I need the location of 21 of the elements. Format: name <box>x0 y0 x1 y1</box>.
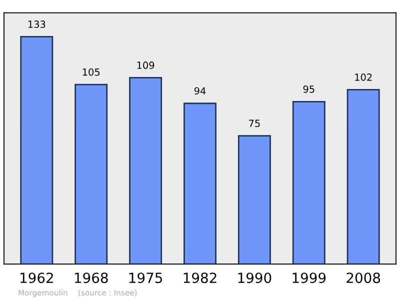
bar <box>129 77 162 264</box>
bar <box>184 102 216 264</box>
x-tick-label: 1982 <box>184 272 216 284</box>
data-label: 75 <box>249 120 260 128</box>
bar <box>292 100 326 264</box>
x-tick-label: 1975 <box>129 272 162 284</box>
x-tick-label: 1962 <box>20 272 53 284</box>
data-label: 109 <box>137 62 154 69</box>
bar <box>20 36 54 264</box>
x-tick-label: 1990 <box>238 272 272 284</box>
x-tick-label: 2008 <box>346 272 380 284</box>
data-label: 95 <box>303 85 314 93</box>
data-label: 94 <box>194 87 206 95</box>
data-label: 133 <box>28 20 46 28</box>
data-label: 102 <box>355 74 372 81</box>
bar <box>346 89 380 264</box>
data-label: 105 <box>82 68 100 76</box>
x-tick-label: 1968 <box>74 272 108 284</box>
x-tick-label: 1999 <box>292 272 326 284</box>
bar <box>74 84 108 264</box>
bar <box>238 135 271 264</box>
